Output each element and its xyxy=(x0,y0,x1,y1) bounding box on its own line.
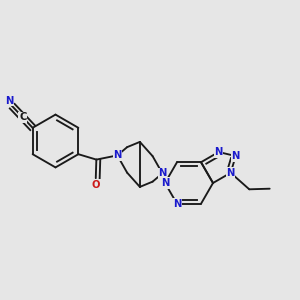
Text: N: N xyxy=(113,150,122,161)
Text: N: N xyxy=(232,151,240,161)
Text: N: N xyxy=(214,147,223,157)
Text: C: C xyxy=(19,112,26,122)
Text: N: N xyxy=(161,178,169,188)
Text: N: N xyxy=(158,168,166,178)
Text: O: O xyxy=(92,180,100,190)
Text: N: N xyxy=(226,168,235,178)
Text: N: N xyxy=(173,199,181,209)
Text: N: N xyxy=(5,96,14,106)
